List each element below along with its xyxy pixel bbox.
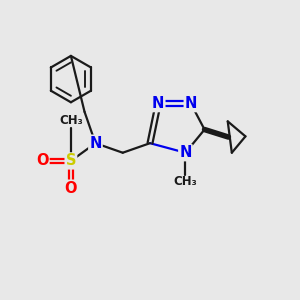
Text: O: O — [36, 153, 49, 168]
Text: CH₃: CH₃ — [174, 175, 197, 188]
Text: N: N — [179, 145, 192, 160]
Text: N: N — [152, 96, 164, 111]
Text: O: O — [65, 181, 77, 196]
Text: CH₃: CH₃ — [59, 113, 83, 127]
Text: N: N — [89, 136, 102, 151]
Text: S: S — [66, 153, 76, 168]
Text: N: N — [185, 96, 197, 111]
